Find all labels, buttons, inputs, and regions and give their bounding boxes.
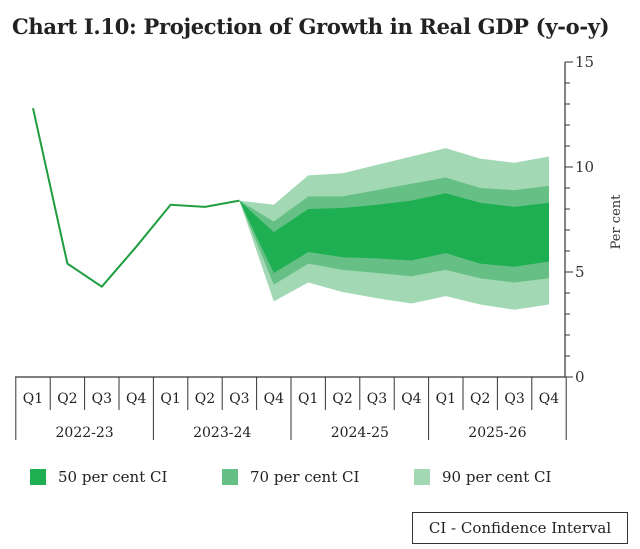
ci-note: CI - Confidence Interval xyxy=(412,512,628,544)
x-tick-label: Q1 xyxy=(23,391,43,407)
y-tick-label: 5 xyxy=(575,263,585,281)
x-tick-label: Q3 xyxy=(229,391,249,407)
x-tick-label: Q3 xyxy=(504,391,524,407)
y-tick-label: 10 xyxy=(575,158,594,176)
y-tick-label: 0 xyxy=(575,368,585,386)
x-tick-label: Q3 xyxy=(92,391,112,407)
y-tick-label: 15 xyxy=(575,53,594,71)
x-tick-label: Q1 xyxy=(160,391,180,407)
chart-title: Chart I.10: Projection of Growth in Real… xyxy=(12,14,610,39)
actual-growth-line xyxy=(32,107,240,289)
x-tick-label: Q4 xyxy=(126,391,146,407)
fan-band-50 xyxy=(239,193,549,274)
x-tick-label: Q4 xyxy=(264,391,284,407)
x-tick-label: Q1 xyxy=(436,391,456,407)
y-axis-label: Per cent xyxy=(609,194,624,250)
legend-label-50: 50 per cent CI xyxy=(58,468,168,486)
year-label: 2024-25 xyxy=(331,425,389,441)
legend-item-90: 90 per cent CI xyxy=(414,468,551,486)
legend-swatch-50 xyxy=(30,469,46,485)
year-label: 2022-23 xyxy=(56,425,114,441)
x-tick-label: Q2 xyxy=(57,391,77,407)
x-tick-label: Q2 xyxy=(332,391,352,407)
x-tick-label: Q3 xyxy=(367,391,387,407)
x-tick-label: Q2 xyxy=(195,391,215,407)
legend-swatch-90 xyxy=(414,469,430,485)
x-tick-label: Q4 xyxy=(539,391,559,407)
x-tick-label: Q1 xyxy=(298,391,318,407)
x-tick-label: Q2 xyxy=(470,391,490,407)
year-label: 2025-26 xyxy=(468,425,526,441)
legend-label-90: 90 per cent CI xyxy=(442,468,552,486)
legend-item-70: 70 per cent CI xyxy=(222,468,359,486)
x-tick-label: Q4 xyxy=(401,391,421,407)
legend-item-50: 50 per cent CI xyxy=(30,468,167,486)
legend-label-70: 70 per cent CI xyxy=(250,468,360,486)
year-label: 2023-24 xyxy=(193,425,251,441)
legend-swatch-70 xyxy=(222,469,238,485)
